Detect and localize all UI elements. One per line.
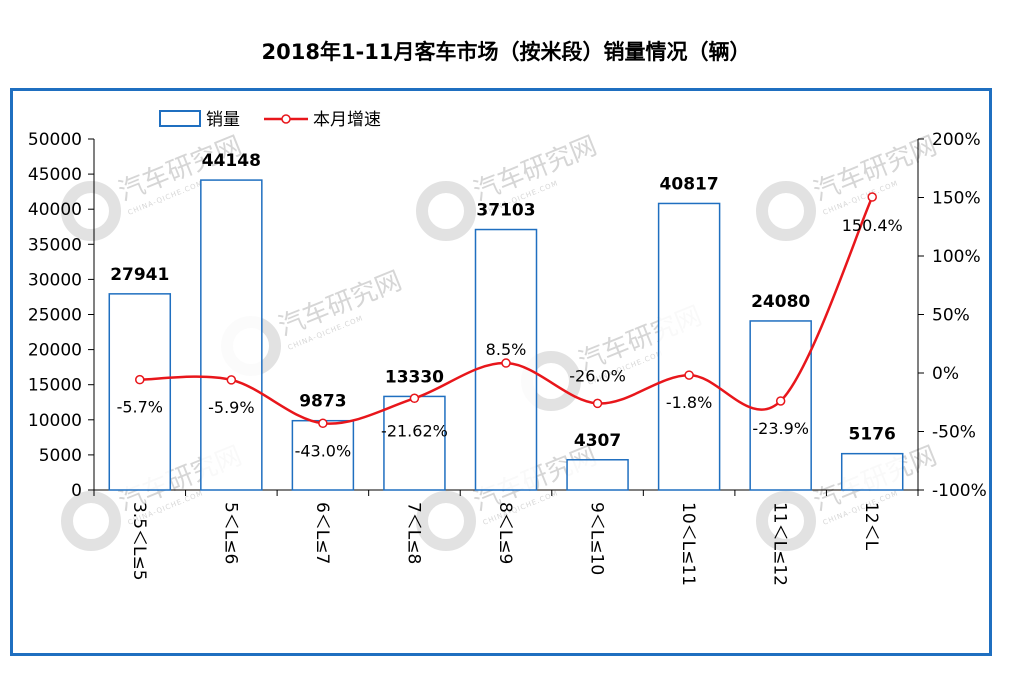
x-category-label: 8＜L≤9 [495, 502, 515, 564]
x-axis: 3.5＜L≤5 5＜L≤6 6＜L≤7 7＜L≤8 8＜L≤9 9＜L≤10 10＜L≤11… [93, 489, 919, 586]
bar-value-label: 27941 [110, 265, 169, 285]
bar-value-label: 37103 [476, 201, 535, 221]
bar [200, 179, 263, 491]
growth-point [592, 398, 603, 409]
bar [383, 395, 446, 491]
x-category-label: 11＜L≤12 [770, 502, 790, 586]
watermark-logo-icon [61, 491, 121, 551]
bar [840, 452, 904, 491]
line-series [135, 192, 877, 429]
legend-bar-label: 销量 [206, 110, 240, 130]
growth-point [775, 396, 786, 406]
x-category-label: 12＜L [861, 502, 881, 551]
bar-value-label: 5176 [849, 425, 896, 445]
y-left-tick-label: 5000 [39, 446, 82, 466]
bar-value-label: 13330 [385, 367, 444, 387]
growth-value-label: 8.5% [486, 340, 527, 359]
bar [291, 419, 355, 491]
y-axis-right: -100% -50% 0% 50% 100% 150% 200% [917, 130, 987, 501]
bar-value-label: 24080 [751, 292, 810, 312]
legend-line-marker [281, 114, 291, 124]
chart-title: 2018年1-11月客车市场（按米段）销量情况（辆） [261, 40, 751, 64]
watermark-logo-icon [61, 181, 121, 241]
watermark-logo-icon [416, 181, 476, 241]
line-label-group: -5.7% -5.9% -43.0% -21.62% 8.5% -26.0% -1.8% -2… [117, 216, 903, 460]
y-right-tick-label: 50% [932, 306, 970, 326]
y-left-tick-label: 40000 [28, 200, 82, 220]
y-left-tick-label: 35000 [28, 235, 82, 255]
bar-label-group: 27941 44148 9873 13330 37103 4307 40817 24080 51… [110, 151, 896, 451]
y-right-tick-label: 0% [932, 364, 959, 384]
growth-point [684, 370, 694, 380]
bar-series [108, 179, 904, 491]
bar-value-label: 4307 [574, 431, 621, 451]
growth-point [867, 192, 877, 202]
x-category-label: 10＜L≤11 [678, 502, 698, 586]
legend-bar-swatch [159, 110, 201, 127]
y-left-tick-label: 20000 [28, 341, 82, 361]
growth-point [409, 393, 420, 404]
bar-value-label: 44148 [202, 151, 261, 171]
growth-value-label: -5.7% [117, 398, 163, 417]
bar [657, 202, 721, 491]
bar [108, 293, 172, 491]
y-right-tick-label: 200% [932, 130, 981, 150]
y-left-tick-label: 50000 [28, 130, 82, 150]
growth-point [318, 418, 328, 429]
y-left-tick-label: 15000 [28, 376, 82, 396]
x-category-label: 7＜L≤8 [403, 502, 423, 564]
growth-point [226, 375, 237, 385]
x-category-label: 6＜L≤7 [312, 502, 332, 564]
watermark-logo-icon [416, 491, 476, 551]
growth-point [135, 374, 145, 385]
y-right-tick-label: 150% [932, 189, 981, 209]
growth-value-label: -26.0% [569, 366, 626, 385]
growth-value-label: -23.9% [752, 419, 809, 438]
y-right-tick-label: -100% [932, 481, 987, 501]
y-right-tick-label: 100% [932, 247, 981, 267]
bar-value-label: 9873 [299, 392, 346, 412]
bar [566, 459, 629, 491]
y-left-tick-label: 0 [71, 481, 82, 501]
chart-frame: 汽车研究网 CHINA-QICHE.COM 汽车研究网 CHINA-QICHE.COM… [10, 88, 992, 656]
y-left-tick-label: 25000 [28, 306, 82, 326]
watermark-logo-icon [756, 181, 816, 241]
growth-value-label: -1.8% [666, 393, 712, 412]
growth-value-label: -21.62% [381, 421, 448, 440]
y-axis-left: 0 5000 10000 15000 20000 25000 30000 35000 40000… [28, 130, 95, 501]
growth-point [501, 358, 511, 368]
legend: 销量 本月增速 [159, 110, 381, 130]
y-left-tick-label: 30000 [28, 270, 82, 290]
legend-line-label: 本月增速 [313, 110, 381, 130]
bar-value-label: 40817 [660, 174, 719, 194]
y-left-tick-label: 45000 [28, 165, 82, 185]
y-right-tick-label: -50% [932, 423, 976, 443]
x-category-label: 9＜L≤10 [587, 502, 607, 575]
watermark-logo-icon [756, 491, 816, 551]
x-category-label: 5＜L≤6 [220, 502, 240, 564]
growth-value-label: -43.0% [295, 441, 352, 460]
growth-value-label: 150.4% [842, 216, 903, 235]
y-left-tick-label: 10000 [28, 411, 82, 431]
growth-value-label: -5.9% [208, 398, 254, 417]
x-category-label: 3.5＜L≤5 [129, 502, 149, 581]
